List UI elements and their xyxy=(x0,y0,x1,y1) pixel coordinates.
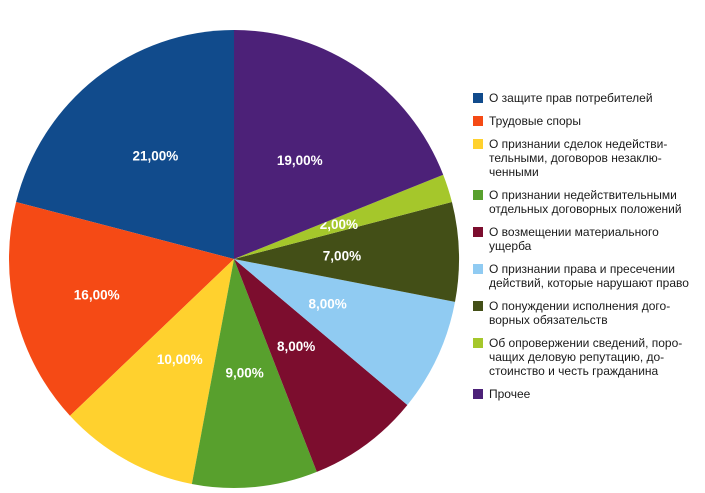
legend-item: Прочее xyxy=(473,387,705,401)
pie-slice-7 xyxy=(234,174,452,259)
pie-slice-0 xyxy=(16,30,235,259)
legend-label: О понуждении исполнения дого- ворных обя… xyxy=(489,299,671,327)
legend-swatch-icon xyxy=(473,264,483,274)
legend-label: Об опровержении сведений, поро- чащих де… xyxy=(489,336,683,378)
pie-slice-value-label: 7,00% xyxy=(323,248,361,263)
pie-slice-2 xyxy=(69,259,234,484)
pie-slice-value-label: 9,00% xyxy=(225,366,263,381)
legend-label: Прочее xyxy=(489,387,531,401)
legend-item: О понуждении исполнения дого- ворных обя… xyxy=(473,299,705,327)
legend-item: О признании сделок недействи- тельными, … xyxy=(473,137,705,179)
legend-item: Трудовые споры xyxy=(473,114,705,128)
pie-slice-3 xyxy=(191,259,317,489)
pie-slice-value-label: 8,00% xyxy=(277,339,315,354)
legend-swatch-icon xyxy=(473,389,483,399)
legend-item: Об опровержении сведений, поро- чащих де… xyxy=(473,336,705,378)
legend-swatch-icon xyxy=(473,190,483,200)
pie-slice-1 xyxy=(8,202,234,416)
legend-swatch-icon xyxy=(473,338,483,348)
legend-item: О возмещении материального ущерба xyxy=(473,225,705,253)
legend-swatch-icon xyxy=(473,139,483,149)
pie-slice-value-label: 10,00% xyxy=(157,352,203,367)
legend-label: О защите прав потребителей xyxy=(489,91,653,105)
legend-label: О признании недействительными отдельных … xyxy=(489,188,682,216)
legend-label: О признании сделок недействи- тельными, … xyxy=(489,137,668,179)
legend-swatch-icon xyxy=(473,301,483,311)
pie-slice-8 xyxy=(234,30,444,259)
pie-slice-6 xyxy=(234,202,459,302)
legend-swatch-icon xyxy=(473,227,483,237)
pie-slice-value-label: 19,00% xyxy=(277,153,323,168)
pie-slice-value-label: 8,00% xyxy=(309,297,347,312)
legend-item: О защите прав потребителей xyxy=(473,91,705,105)
pie-slice-value-label: 16,00% xyxy=(74,288,120,303)
legend-label: О возмещении материального ущерба xyxy=(489,225,659,253)
legend-swatch-icon xyxy=(473,116,483,126)
pie-slice-5 xyxy=(234,259,456,405)
pie-slice-4 xyxy=(234,259,408,472)
legend-label: Трудовые споры xyxy=(489,114,581,128)
legend-label: О признании права и пресечении действий,… xyxy=(489,262,689,290)
legend: О защите прав потребителей Трудовые споры… xyxy=(473,91,705,410)
pie-slice-value-label: 2,00% xyxy=(320,217,358,232)
legend-item: О признании недействительными отдельных … xyxy=(473,188,705,216)
legend-swatch-icon xyxy=(473,93,483,103)
legend-item: О признании права и пресечении действий,… xyxy=(473,262,705,290)
pie-slice-value-label: 21,00% xyxy=(132,149,178,164)
